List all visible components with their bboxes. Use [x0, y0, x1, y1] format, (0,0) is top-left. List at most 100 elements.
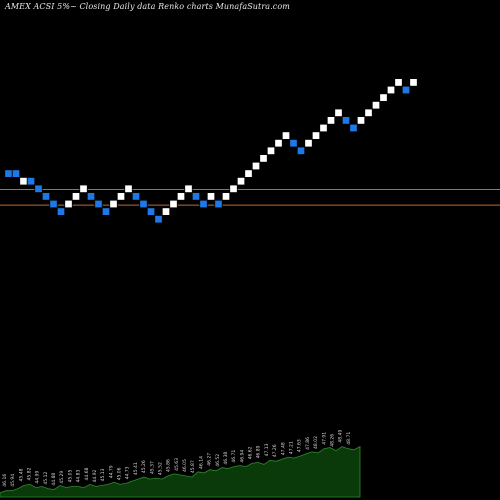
- renko-brick-down: [296, 146, 306, 155]
- renko-brick-up: [379, 93, 388, 102]
- renko-brick-down: [199, 199, 208, 209]
- renko-brick-down: [4, 169, 13, 178]
- volume-value-label: 47.48: [280, 442, 286, 455]
- renko-brick-up: [409, 78, 418, 87]
- renko-brick-up: [386, 85, 396, 95]
- volume-area: [0, 445, 361, 498]
- renko-brick-up: [274, 138, 283, 148]
- renko-brick-up: [229, 184, 238, 193]
- volume-value-label: 45.82: [27, 467, 33, 480]
- volume-value-label: 45.05: [68, 469, 74, 482]
- renko-brick-down: [139, 199, 148, 209]
- renko-brick-up: [176, 192, 186, 201]
- chart-caption: AMEX ACSI 5%~ Closing Daily data Renko c…: [5, 2, 290, 11]
- volume-value-label: 46.71: [231, 450, 237, 463]
- renko-brick-up: [221, 192, 231, 201]
- volume-value-label: 44.99: [35, 471, 41, 484]
- renko-brick-down: [34, 184, 43, 193]
- volume-area-layer: 46.16 45.94 45.48 45.82 44.99 45.12 44.88 45.29…: [0, 430, 361, 498]
- volume-value-label: 45.94: [10, 474, 16, 487]
- volume-value-label: 46.38: [223, 452, 229, 465]
- volume-value-label: 44.92: [92, 469, 98, 482]
- renko-brick-down: [131, 192, 141, 201]
- renko-brick-up: [394, 78, 403, 87]
- renko-brick-up: [109, 199, 118, 209]
- renko-brick-up: [326, 116, 336, 125]
- renko-brick-up: [79, 184, 88, 193]
- volume-value-label: 46.89: [256, 445, 262, 458]
- renko-brick-up: [169, 199, 178, 209]
- renko-brick-down: [86, 192, 96, 201]
- renko-brick-up: [334, 108, 343, 117]
- volume-value-label: 47.21: [289, 441, 295, 454]
- renko-brick-up: [161, 207, 171, 216]
- volume-value-label: 48.49: [338, 430, 344, 443]
- renko-brick-down: [101, 207, 111, 216]
- volume-value-label: 46.14: [198, 456, 204, 469]
- renko-brick-down: [214, 199, 223, 209]
- volume-value-label: 45.48: [18, 468, 24, 481]
- volume-value-label: 47.63: [297, 439, 303, 452]
- volume-value-label: 46.27: [207, 453, 213, 466]
- renko-brick-up: [281, 131, 291, 140]
- renko-brick-up: [206, 192, 216, 201]
- volume-value-label: 46.62: [248, 446, 254, 459]
- renko-brick-down: [341, 116, 351, 125]
- volume-value-label: 48.71: [346, 432, 352, 445]
- renko-brick-up: [116, 192, 126, 201]
- volume-value-label: 46.05: [182, 459, 188, 472]
- volume-value-label: 44.68: [84, 467, 90, 480]
- volume-value-label: 45.87: [190, 460, 196, 473]
- volume-value-label: 44.79: [108, 465, 114, 478]
- renko-brick-up: [244, 169, 253, 178]
- volume-value-label: 45.06: [117, 467, 123, 480]
- volume-value-label: 46.16: [2, 474, 8, 487]
- volume-value-label: 47.26: [272, 444, 278, 457]
- renko-brick-down: [41, 192, 51, 201]
- renko-brick-down: [154, 214, 163, 224]
- volume-value-label: 47.91: [321, 432, 327, 445]
- volume-value-label: 48.02: [313, 436, 319, 449]
- renko-brick-down: [349, 123, 358, 133]
- volume-value-label: 45.13: [100, 468, 106, 481]
- volume-value-label: 46.94: [239, 450, 245, 463]
- renko-brick-up: [184, 184, 193, 193]
- renko-brick-up: [371, 101, 381, 110]
- renko-brick-up: [356, 116, 366, 125]
- renko-brick-up: [319, 123, 328, 133]
- volume-value-label: 44.73: [125, 466, 131, 479]
- volume-value-label: 45.29: [59, 471, 65, 484]
- renko-brick-up: [236, 176, 246, 186]
- renko-brick-down: [94, 199, 103, 209]
- renko-brick-down: [289, 138, 298, 148]
- renko-brick-down: [146, 207, 156, 216]
- renko-brick-up: [311, 131, 321, 140]
- renko-brick-up: [266, 146, 276, 155]
- volume-value-label: 45.12: [43, 472, 49, 485]
- renko-brick-down: [191, 192, 201, 201]
- volume-value-label: 45.86: [166, 459, 172, 472]
- renko-brick-up: [251, 161, 261, 171]
- volume-value-label: 47.13: [264, 443, 270, 456]
- renko-brick-down: [401, 85, 411, 95]
- volume-value-label: 45.52: [158, 462, 164, 475]
- renko-brick-up: [19, 176, 28, 186]
- volume-value-label: 48.26: [329, 434, 335, 447]
- volume-value-label: 44.83: [76, 470, 82, 483]
- volume-value-label: 47.86: [305, 437, 311, 450]
- volume-value-label: 45.63: [174, 458, 180, 471]
- renko-brick-up: [64, 199, 73, 209]
- renko-brick-up: [259, 154, 268, 163]
- volume-value-label: 45.26: [141, 460, 147, 473]
- renko-brick-down: [11, 169, 21, 178]
- renko-brick-down: [49, 199, 58, 209]
- volume-value-label: 45.41: [133, 462, 139, 475]
- volume-value-label: 46.52: [215, 454, 221, 467]
- volume-value-label: 45.37: [149, 461, 155, 474]
- renko-brick-down: [26, 176, 36, 186]
- renko-brick-up: [304, 138, 313, 148]
- renko-brick-up: [364, 108, 373, 117]
- renko-bricks-layer: [4, 78, 418, 224]
- renko-brick-up: [71, 192, 81, 201]
